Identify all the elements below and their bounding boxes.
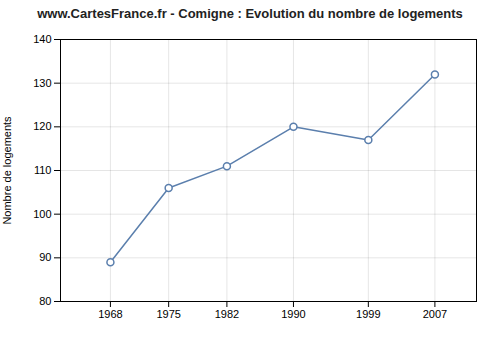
svg-text:110: 110	[34, 164, 52, 176]
svg-text:1982: 1982	[215, 308, 239, 320]
svg-text:100: 100	[33, 208, 51, 220]
svg-text:130: 130	[33, 77, 51, 89]
svg-text:80: 80	[39, 295, 51, 307]
svg-text:1999: 1999	[356, 308, 380, 320]
svg-text:120: 120	[33, 120, 51, 132]
svg-text:2007: 2007	[423, 308, 447, 320]
html-text:www.CartesFrance.fr - Comigne: www.CartesFrance.fr - Comigne : Evolutio…	[37, 6, 463, 21]
svg-text:Nombre de logements: Nombre de logements	[1, 116, 13, 225]
svg-text:1990: 1990	[281, 308, 305, 320]
svg-text:90: 90	[39, 251, 51, 263]
svg-text:1968: 1968	[98, 308, 122, 320]
svg-text:140: 140	[33, 33, 51, 45]
svg-text:1975: 1975	[156, 308, 180, 320]
